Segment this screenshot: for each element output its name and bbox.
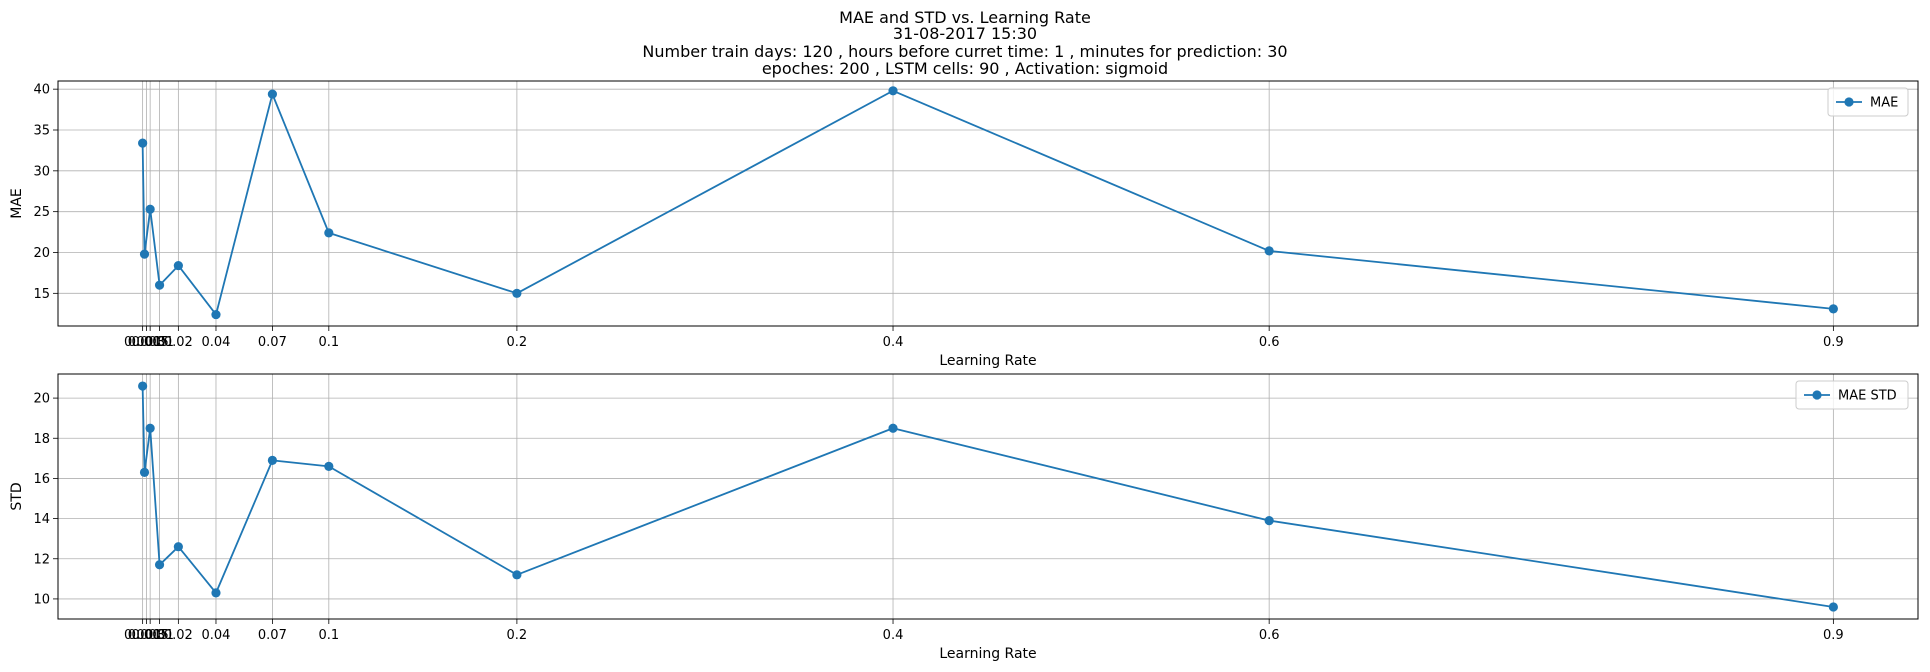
std-data-point: [154, 560, 165, 570]
mae-data-point: [1828, 304, 1838, 314]
std-x-tick-label: 0.003: [128, 628, 165, 643]
std-data-point: [324, 461, 334, 471]
mae-y-tick-label: 15: [33, 287, 50, 302]
mae-data-point: [138, 138, 148, 148]
std-x-tick-label: 0.07: [258, 628, 287, 643]
mae-legend: MAE: [1827, 87, 1909, 117]
mae-data-point: [139, 249, 150, 259]
std-x-tick-label: 0.1: [318, 628, 339, 643]
std-legend-marker: [1812, 390, 1822, 400]
mae-data-point: [145, 204, 155, 214]
mae-legend-marker: [1844, 97, 1854, 107]
mae-x-tick-label: 0.1: [318, 335, 339, 350]
std-data-point: [512, 570, 522, 580]
mae-data-point: [267, 89, 277, 99]
mae-y-axis-label: MAE: [9, 188, 25, 219]
mae-legend-label: MAE: [1870, 96, 1898, 111]
mae-x-tick-label: 0.01: [145, 335, 174, 350]
std-axes-frame: [57, 373, 1919, 620]
std-y-tick-label: 18: [33, 432, 50, 447]
mae-data-point: [154, 280, 165, 290]
mae-x-axis-label: Learning Rate: [939, 353, 1036, 369]
mae-x-tick-label: 0.003: [128, 335, 165, 350]
title-line-3: Number train days: 120 , hours before cu…: [642, 42, 1287, 61]
mae-y-tick-label: 40: [33, 83, 50, 98]
std-x-tick-label: 0.005: [132, 628, 169, 643]
title-line-4: epoches: 200 , LSTM cells: 90 , Activati…: [762, 59, 1168, 78]
mae-x-tick-label: 0.07: [258, 335, 287, 350]
std-data-point: [139, 467, 150, 478]
std-legend-label: MAE STD: [1838, 389, 1897, 404]
mae-data-point: [888, 86, 898, 96]
mae-data-point: [173, 260, 183, 271]
std-data-point: [888, 423, 898, 433]
std-y-tick-label: 14: [33, 512, 50, 527]
std-data-point: [1264, 515, 1274, 526]
std-x-tick-label: 0.2: [507, 628, 528, 643]
std-data-point: [173, 542, 183, 552]
mae-series-line: [141, 89, 1834, 316]
mae-y-tick-label: 35: [33, 124, 50, 139]
std-x-tick-label: 0.001: [124, 628, 161, 643]
mae-x-tick-label: 0.001: [124, 335, 161, 350]
std-x-tick-label: 0.04: [202, 628, 231, 643]
std-y-axis-label: STD: [9, 482, 25, 510]
std-x-tick-label: 0.6: [1259, 628, 1280, 643]
mae-x-tick-label: 0.005: [132, 335, 169, 350]
std-x-axis-label: Learning Rate: [939, 646, 1036, 662]
std-data-point: [145, 423, 155, 433]
std-data-point: [1828, 602, 1838, 612]
std-y-tick-label: 20: [33, 392, 50, 407]
std-data-point: [211, 588, 221, 598]
mae-x-tick-label: 0.02: [164, 335, 193, 350]
title-line-1: MAE and STD vs. Learning Rate: [839, 8, 1091, 27]
std-y-tick-label: 12: [33, 552, 50, 567]
std-x-tick-label: 0.9: [1823, 628, 1844, 643]
mae-legend-box: [1827, 87, 1909, 117]
mae-data-point: [1264, 246, 1274, 256]
std-legend: MAE STD: [1795, 380, 1909, 410]
mae-x-tick-label: 0.6: [1259, 335, 1280, 350]
std-y-tick-label: 10: [33, 592, 50, 607]
std-data-point: [267, 455, 277, 465]
mae-x-tick-label: 0.04: [202, 335, 231, 350]
mae-x-tick-label: 0.9: [1823, 335, 1844, 350]
std-x-tick-label: 0.4: [883, 628, 904, 643]
std-x-tick-label: 0.02: [164, 628, 193, 643]
title-line-2: 31-08-2017 15:30: [893, 24, 1037, 43]
mae-y-tick-label: 30: [33, 164, 50, 179]
std-legend-box: [1795, 380, 1909, 410]
mae-data-point: [324, 228, 334, 238]
figure-title: MAE and STD vs. Learning Rate 31-08-2017…: [642, 8, 1287, 78]
mae-y-tick-label: 25: [33, 205, 50, 220]
mae-y-tick-label: 20: [33, 246, 50, 261]
mae-x-tick-label: 0.2: [507, 335, 528, 350]
std-y-tick-label: 16: [33, 472, 50, 487]
mae-data-point: [211, 309, 221, 320]
std-x-tick-label: 0.01: [145, 628, 174, 643]
std-data-point: [138, 381, 148, 391]
mae-axes-frame: [57, 80, 1919, 327]
std-series-line: [141, 385, 1834, 608]
mae-data-point: [512, 288, 522, 298]
mae-x-tick-label: 0.4: [883, 335, 904, 350]
